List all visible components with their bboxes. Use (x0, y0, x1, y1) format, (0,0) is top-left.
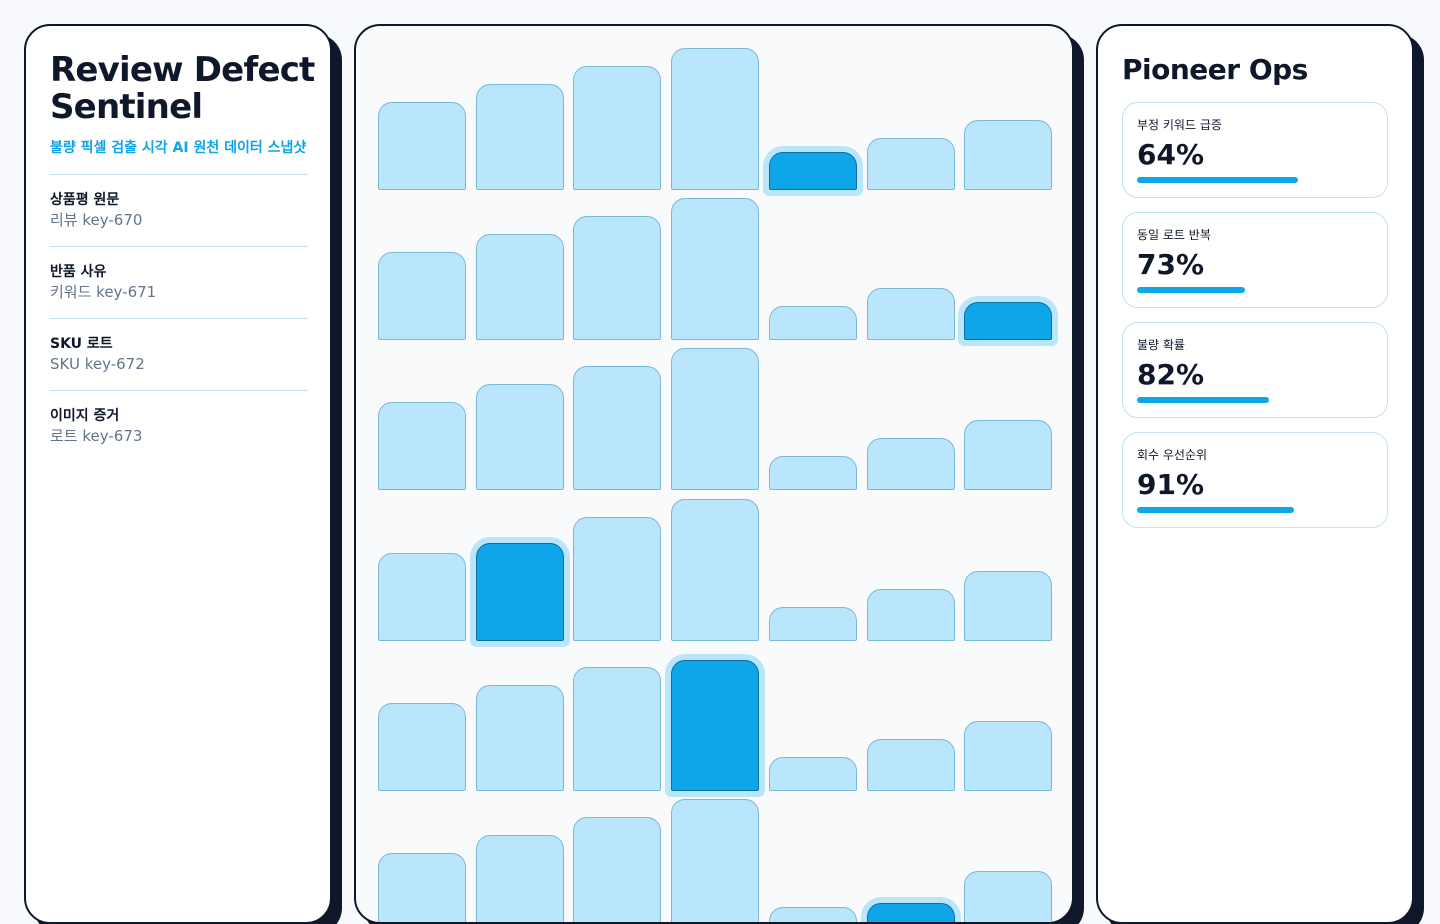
pixel-bar[interactable] (768, 456, 857, 491)
pixel-bar[interactable] (964, 120, 1053, 190)
pixel-bar[interactable] (378, 552, 466, 641)
pixel-bar[interactable] (671, 799, 760, 922)
pixel-bar[interactable] (964, 871, 1053, 922)
pixel-bar[interactable] (964, 570, 1053, 641)
highlighted-defect-bar[interactable] (475, 543, 564, 641)
pixel-bar[interactable] (964, 720, 1053, 791)
metric-bar-fill (1137, 507, 1295, 513)
page-title: Review Defect Sentinel (50, 50, 315, 127)
metric-value: 82% (1137, 358, 1205, 391)
page-subtitle: 불량 픽셀 검출 시각 AI 원천 데이터 스냅샷 (50, 140, 307, 156)
pixel-bar[interactable] (378, 702, 466, 791)
pixel-bar[interactable] (671, 48, 760, 190)
pixel-bar[interactable] (475, 684, 564, 791)
metric-bar-track (1137, 287, 1329, 293)
metric-label: 불량 확률 (1137, 338, 1185, 352)
pixel-bar[interactable] (866, 438, 955, 491)
field-label: 상품평 원문 (50, 192, 120, 208)
field-value: 리뷰 key-670 (50, 211, 143, 229)
pixel-bar[interactable] (671, 348, 760, 491)
metric-label: 회수 우선순위 (1137, 448, 1208, 462)
metric-card[interactable]: 회수 우선순위 91% (1122, 432, 1388, 528)
field-value: 로트 key-673 (50, 427, 143, 445)
metric-bar-track (1137, 177, 1329, 183)
pixel-bar[interactable] (475, 384, 564, 491)
pixel-bar[interactable] (573, 516, 662, 641)
pixel-bar[interactable] (573, 66, 662, 190)
metric-value: 91% (1137, 468, 1205, 501)
metric-bar-track (1137, 397, 1329, 403)
field-item: 반품 사유 키워드 key-671 (50, 247, 308, 319)
pixel-bar[interactable] (475, 84, 564, 190)
pixel-bar[interactable] (475, 835, 564, 922)
pixel-bar[interactable] (964, 420, 1053, 491)
pixel-bar[interactable] (768, 606, 857, 641)
metric-label: 부정 키워드 급증 (1137, 118, 1222, 132)
pixel-bar[interactable] (671, 498, 760, 641)
metric-bar-fill (1137, 177, 1299, 183)
field-value: 키워드 key-671 (50, 283, 157, 301)
highlighted-defect-bar[interactable] (671, 660, 760, 791)
left-panel: Review Defect Sentinel 불량 픽셀 검출 시각 AI 원천… (24, 24, 332, 924)
metric-value: 64% (1137, 138, 1205, 171)
pixel-bar[interactable] (768, 756, 857, 791)
divider (50, 174, 308, 175)
field-label: 반품 사유 (50, 264, 107, 280)
pixel-bar[interactable] (378, 102, 466, 190)
pixel-bar[interactable] (768, 907, 857, 922)
metric-card[interactable]: 부정 키워드 급증 64% (1122, 102, 1388, 198)
pixel-bar[interactable] (378, 853, 466, 922)
right-panel: Pioneer Ops 부정 키워드 급증 64% 동일 로트 반복 73% 불… (1096, 24, 1414, 924)
highlighted-defect-bar[interactable] (768, 152, 857, 190)
metric-bar-fill (1137, 397, 1270, 403)
pixel-bar[interactable] (768, 306, 857, 341)
metric-label: 동일 로트 반복 (1137, 228, 1211, 242)
pixel-bar[interactable] (573, 817, 662, 922)
field-label: SKU 로트 (50, 336, 113, 352)
pixel-bar[interactable] (378, 402, 466, 491)
pixel-bar[interactable] (475, 234, 564, 341)
pixel-bar[interactable] (866, 588, 955, 641)
defect-grid-panel (354, 24, 1074, 924)
field-item: 이미지 증거 로트 key-673 (50, 391, 308, 462)
metric-bar-track (1137, 507, 1329, 513)
metric-card[interactable]: 동일 로트 반복 73% (1122, 212, 1388, 308)
pixel-bar[interactable] (866, 738, 955, 791)
metric-card[interactable]: 불량 확률 82% (1122, 322, 1388, 418)
field-label: 이미지 증거 (50, 408, 120, 424)
pixel-bar[interactable] (866, 288, 955, 341)
pixel-bar[interactable] (378, 252, 466, 341)
field-list: 상품평 원문 리뷰 key-670 반품 사유 키워드 key-671 SKU … (26, 175, 330, 462)
pixel-bar[interactable] (573, 666, 662, 791)
metric-value: 73% (1137, 248, 1205, 281)
highlighted-defect-bar[interactable] (964, 302, 1053, 341)
pixel-bar[interactable] (671, 198, 760, 341)
pixel-bar[interactable] (573, 366, 662, 491)
field-item: 상품평 원문 리뷰 key-670 (50, 175, 308, 247)
field-item: SKU 로트 SKU key-672 (50, 319, 308, 391)
field-value: SKU key-672 (50, 355, 145, 373)
pixel-bar[interactable] (866, 138, 955, 190)
pixel-bar[interactable] (573, 216, 662, 341)
highlighted-defect-bar[interactable] (866, 903, 955, 922)
metric-bar-fill (1137, 287, 1245, 293)
ops-title: Pioneer Ops (1122, 53, 1308, 86)
